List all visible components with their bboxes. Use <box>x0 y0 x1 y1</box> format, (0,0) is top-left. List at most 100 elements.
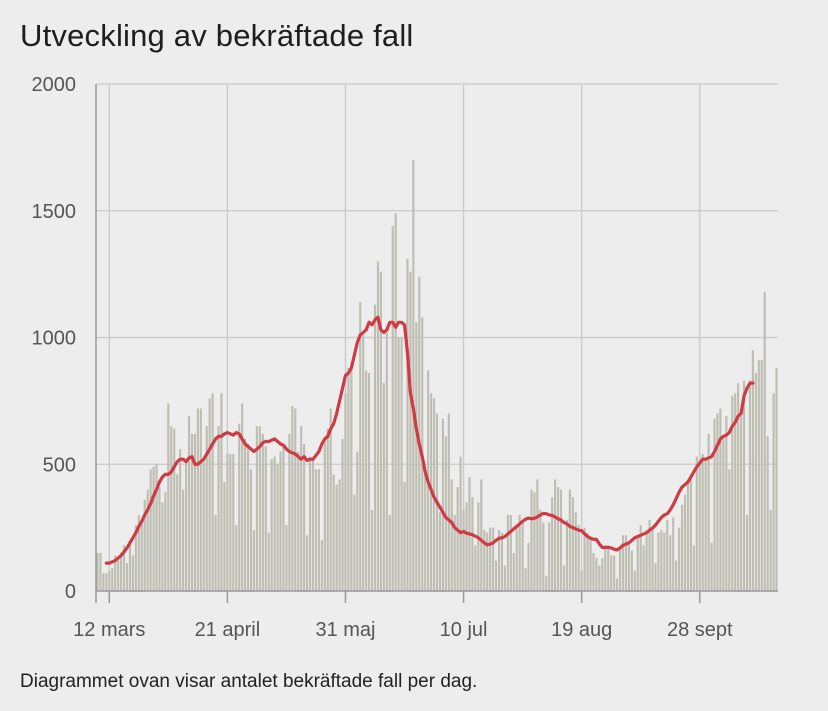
case-bar <box>453 514 456 591</box>
case-bar <box>415 322 418 591</box>
case-bar <box>607 545 610 591</box>
case-bar <box>323 441 326 591</box>
case-bar <box>403 482 406 591</box>
case-bar <box>173 428 176 591</box>
case-bar <box>267 532 270 591</box>
case-bar <box>120 552 123 591</box>
case-bar <box>164 492 167 591</box>
case-bar <box>362 332 365 591</box>
case-bar <box>306 535 309 591</box>
case-bar <box>757 360 760 591</box>
case-bar <box>261 433 264 591</box>
case-bar <box>353 494 356 591</box>
case-bar <box>559 489 563 591</box>
case-bar <box>533 492 536 591</box>
case-bar <box>633 570 636 591</box>
case-bar <box>571 497 574 591</box>
case-bar <box>554 479 557 591</box>
case-bar <box>270 459 273 591</box>
case-bar <box>179 449 182 591</box>
case-bar <box>480 479 483 591</box>
case-bar <box>111 568 114 591</box>
case-bar <box>471 497 474 591</box>
case-bar <box>740 416 743 591</box>
case-bar <box>745 514 749 591</box>
case-bar <box>244 438 247 591</box>
case-bar <box>350 367 353 591</box>
axes <box>95 84 778 603</box>
case-bar <box>412 160 415 592</box>
case-bar <box>725 416 728 591</box>
case-bar <box>710 542 713 591</box>
case-bar <box>748 380 752 591</box>
moving-average-line <box>104 315 755 565</box>
case-bar <box>217 426 220 591</box>
case-bar <box>506 514 509 591</box>
case-bar <box>707 433 710 591</box>
case-bar <box>462 509 465 591</box>
case-bar <box>704 459 707 591</box>
case-bar <box>285 525 288 591</box>
case-bar <box>527 542 530 591</box>
case-bar <box>241 403 244 591</box>
case-bar <box>122 545 126 591</box>
case-bar <box>589 537 592 591</box>
case-bar <box>742 380 746 591</box>
case-bar <box>105 573 108 591</box>
case-bar <box>624 535 628 591</box>
case-bar <box>751 350 754 591</box>
case-bar <box>651 530 654 591</box>
case-bar <box>400 337 403 591</box>
case-bar <box>530 489 533 591</box>
case-bar <box>320 540 323 591</box>
case-bar <box>580 570 583 591</box>
y-tick-label: 0 <box>65 581 76 603</box>
case-bar <box>621 535 625 591</box>
case-bar <box>170 426 173 591</box>
case-bar <box>663 532 666 591</box>
case-bar <box>521 520 524 591</box>
case-bar <box>683 494 687 591</box>
case-bar <box>373 304 377 591</box>
case-bar <box>418 276 421 591</box>
case-bar <box>214 514 217 591</box>
case-bar <box>654 563 657 591</box>
case-bar <box>763 291 766 591</box>
case-bar <box>657 532 660 591</box>
case-bar <box>680 504 684 591</box>
case-bar <box>713 418 716 591</box>
case-bar <box>630 550 633 591</box>
case-bar <box>140 520 143 591</box>
case-bar <box>672 517 675 591</box>
case-bar <box>332 474 335 591</box>
case-bar <box>509 514 512 591</box>
case-bar <box>314 469 318 591</box>
case-bar <box>701 454 704 591</box>
case-bar <box>539 509 542 591</box>
case-bar <box>660 530 663 591</box>
case-bar <box>737 383 740 591</box>
case-bar <box>731 395 734 591</box>
case-bar <box>444 436 447 591</box>
case-bar <box>598 565 601 591</box>
case-bar <box>308 456 312 591</box>
case-bar <box>616 578 619 591</box>
case-bar <box>722 438 725 591</box>
case-bar <box>184 461 188 591</box>
case-bar <box>760 360 763 591</box>
case-bar <box>249 469 253 591</box>
x-tick-label: 31 maj <box>315 619 375 641</box>
case-bar <box>406 258 409 591</box>
case-bar <box>772 393 775 591</box>
case-bar <box>128 540 132 591</box>
case-bar <box>276 464 279 591</box>
case-bar <box>675 560 678 591</box>
case-bar <box>459 456 462 591</box>
case-bar <box>450 479 453 591</box>
case-bar <box>627 542 630 591</box>
y-tick-label: 2000 <box>32 74 77 96</box>
case-bar <box>199 408 202 591</box>
case-bar <box>347 367 350 591</box>
case-bar <box>329 408 332 591</box>
case-bar <box>288 433 291 591</box>
